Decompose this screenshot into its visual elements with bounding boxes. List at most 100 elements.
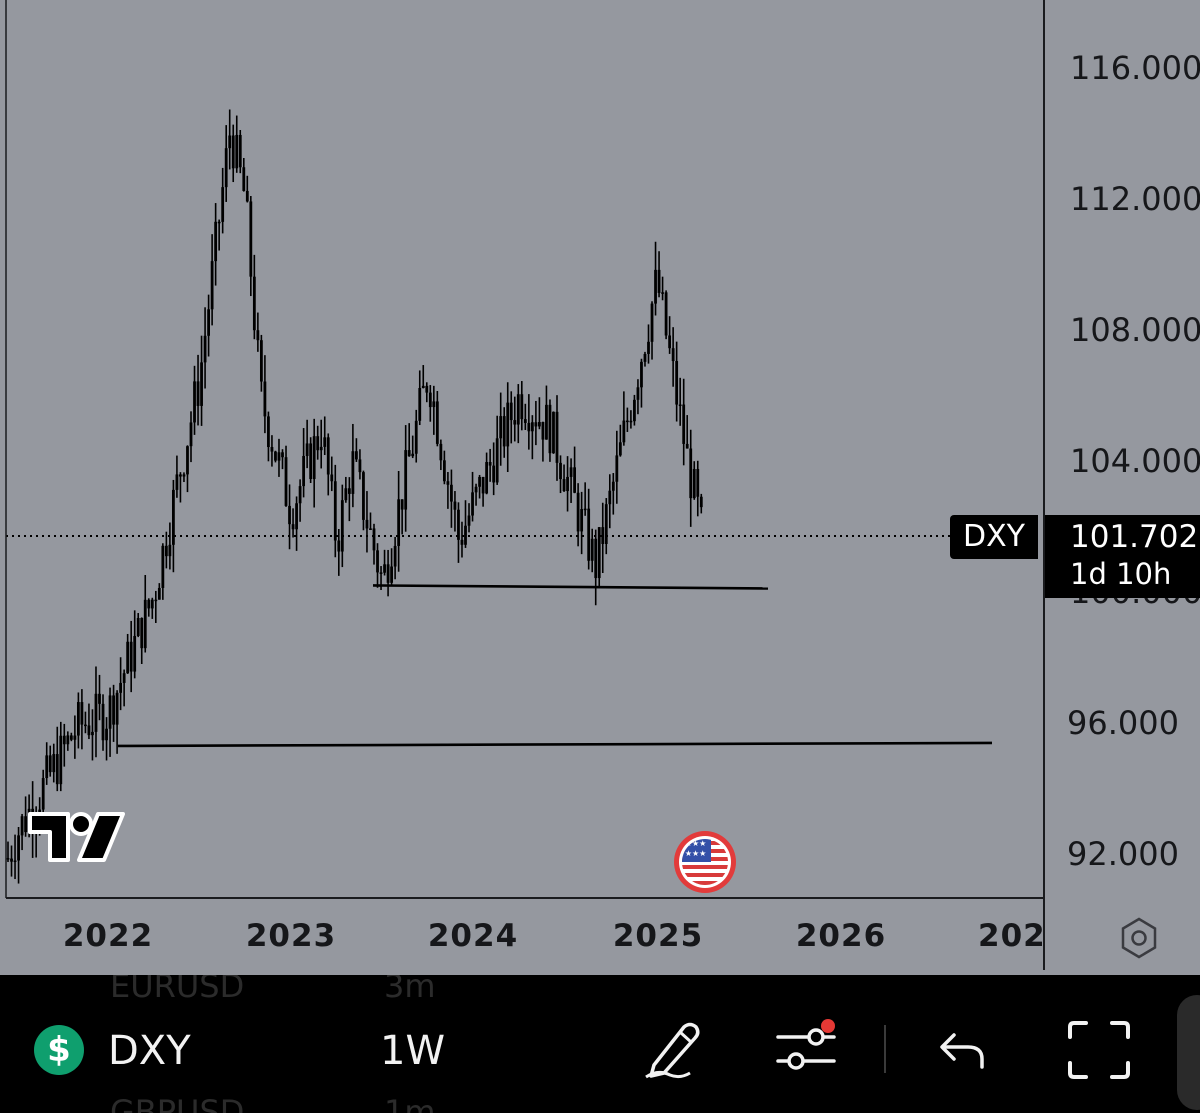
price-axis-label: 112.000 bbox=[1070, 180, 1200, 218]
candle-body bbox=[193, 381, 196, 423]
candle-body bbox=[281, 452, 284, 458]
candle-body bbox=[87, 725, 91, 736]
candle-body bbox=[277, 452, 281, 461]
price-chart[interactable] bbox=[0, 0, 1200, 975]
svg-text:★★★★: ★★★★ bbox=[678, 849, 707, 858]
candle-body bbox=[696, 468, 700, 497]
candle-body bbox=[425, 385, 429, 393]
last-price-tag: 101.702 1d 10h bbox=[1045, 515, 1200, 598]
candle-body bbox=[495, 438, 499, 483]
support-line[interactable] bbox=[372, 584, 769, 590]
candle-body bbox=[41, 778, 45, 810]
candle-body bbox=[492, 465, 496, 483]
candle-body bbox=[499, 416, 503, 439]
candle-body bbox=[386, 564, 390, 583]
candle-body bbox=[101, 703, 105, 741]
price-axis-label: 116.000 bbox=[1070, 49, 1200, 87]
fullscreen-icon[interactable] bbox=[1066, 1019, 1132, 1086]
candle-body bbox=[509, 402, 513, 421]
candle-body bbox=[323, 437, 327, 447]
candle-body bbox=[471, 492, 474, 516]
candle-body bbox=[105, 728, 108, 741]
candle-body bbox=[224, 148, 228, 188]
candle-body bbox=[182, 474, 186, 477]
indicators-icon[interactable] bbox=[772, 1017, 842, 1086]
candle-body bbox=[446, 481, 450, 485]
candle-body bbox=[668, 335, 672, 349]
candle-body bbox=[129, 641, 133, 672]
watchlist-ghost-symbol: EURUSD bbox=[110, 975, 245, 1005]
candle-body bbox=[221, 187, 225, 222]
candle-body bbox=[242, 167, 246, 191]
time-axis-label: 2022 bbox=[62, 918, 154, 954]
tradingview-logo-icon[interactable] bbox=[28, 810, 126, 869]
candle-body bbox=[562, 479, 566, 492]
candle-body bbox=[661, 292, 664, 294]
candle-body bbox=[636, 387, 640, 400]
candle-body bbox=[699, 496, 703, 508]
candle-body bbox=[671, 348, 675, 362]
candle-body bbox=[414, 420, 418, 454]
chart-area[interactable]: 116.000 112.000 108.000 104.000 96.000 92.000… bbox=[0, 0, 1200, 975]
candle-body bbox=[421, 385, 425, 388]
support-line[interactable] bbox=[117, 741, 993, 748]
candle-body bbox=[376, 550, 379, 573]
candle-body bbox=[516, 394, 520, 425]
candle-body bbox=[379, 572, 383, 574]
candle-body bbox=[270, 447, 274, 452]
chart-settings-icon[interactable] bbox=[1117, 916, 1161, 965]
candle-body bbox=[640, 361, 643, 388]
interval-selector[interactable]: 1W bbox=[380, 1028, 445, 1074]
candle-body bbox=[147, 599, 151, 609]
candle-body bbox=[179, 474, 182, 477]
candle-body bbox=[618, 442, 622, 456]
candle-body bbox=[333, 481, 337, 541]
candle-body bbox=[538, 422, 541, 427]
candle-body bbox=[274, 451, 277, 461]
time-axis-label: 2023 bbox=[245, 918, 337, 954]
us-flag-event-icon[interactable]: ★★★★ ★★★★ bbox=[673, 830, 737, 899]
candle-body bbox=[305, 443, 309, 456]
candle-body bbox=[80, 702, 84, 725]
candle-body bbox=[657, 269, 661, 293]
candle-body bbox=[136, 617, 140, 636]
candle-body bbox=[530, 422, 534, 432]
candle-body bbox=[330, 474, 334, 482]
candle-body bbox=[450, 484, 453, 502]
candle-body bbox=[115, 692, 119, 725]
candle-body bbox=[559, 462, 562, 480]
currency-badge-icon: $ bbox=[34, 1025, 84, 1075]
candle-body bbox=[689, 448, 693, 499]
candle-body bbox=[284, 457, 288, 506]
candle-body bbox=[502, 416, 506, 447]
undo-icon[interactable] bbox=[936, 1027, 990, 1078]
candle-body bbox=[267, 416, 270, 448]
candle-body bbox=[235, 134, 239, 169]
candle-body bbox=[249, 201, 253, 277]
candle-body bbox=[541, 422, 545, 440]
symbol-selector[interactable]: DXY bbox=[108, 1028, 191, 1074]
candle-body bbox=[45, 755, 49, 779]
candle-body bbox=[513, 420, 517, 425]
side-panel-handle[interactable] bbox=[1177, 995, 1200, 1110]
candle-body bbox=[478, 476, 481, 487]
candle-body bbox=[259, 340, 263, 382]
candle-body bbox=[69, 735, 73, 740]
candle-body bbox=[664, 292, 668, 336]
candle-body bbox=[439, 443, 443, 461]
candle-body bbox=[344, 488, 348, 501]
candle-body bbox=[460, 539, 464, 545]
candle-body bbox=[245, 190, 249, 202]
candle-body bbox=[682, 404, 686, 444]
candle-body bbox=[365, 519, 369, 529]
candle-body bbox=[157, 587, 161, 600]
candle-body bbox=[390, 566, 393, 583]
price-axis-label: 108.000 bbox=[1070, 311, 1200, 349]
candle-body bbox=[84, 724, 87, 727]
candle-body bbox=[351, 451, 355, 494]
candle-body bbox=[520, 394, 524, 420]
candle-body bbox=[548, 404, 552, 454]
candle-body bbox=[196, 381, 200, 406]
pen-icon[interactable] bbox=[640, 1017, 708, 1086]
candle-body bbox=[210, 261, 214, 310]
